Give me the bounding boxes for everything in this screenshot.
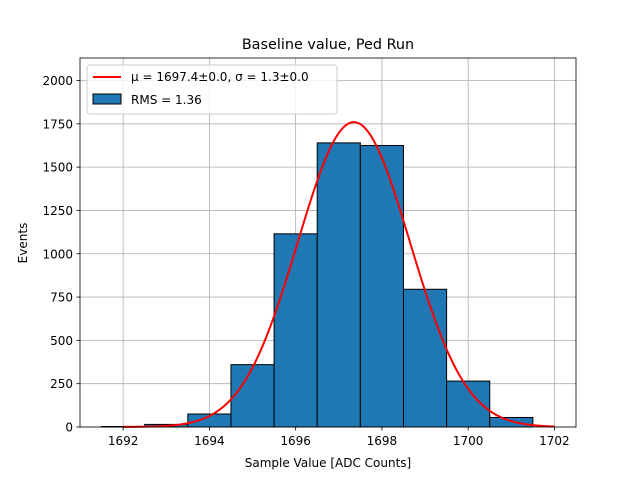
y-axis-label: Events [16,223,30,264]
x-axis-label: Sample Value [ADC Counts] [245,456,411,470]
y-tick-label: 750 [50,291,73,305]
legend-fit-label: μ = 1697.4±0.0, σ = 1.3±0.0 [131,70,309,84]
y-tick-label: 1750 [42,117,73,131]
x-tick-label: 1692 [108,434,139,448]
x-axis-ticks: 1692 1694 1696 1698 1700 1702 [108,427,570,448]
gaussian-fit-line [123,121,555,428]
legend-histogram-swatch [92,93,122,105]
y-tick-label: 1500 [42,161,73,175]
histogram-bar [273,233,318,428]
bars-layer [101,142,534,428]
histogram-bar [402,288,448,428]
y-axis-ticks: 0 250 500 750 1000 1250 1500 1750 2000 [42,74,80,435]
histogram-bar [316,142,361,428]
histogram-bar [359,144,404,428]
y-tick-label: 2000 [42,74,73,88]
y-tick-label: 250 [50,377,73,391]
legend-box [86,64,338,115]
chart-title: Baseline value, Ped Run [242,37,414,53]
y-tick-label: 1250 [42,204,73,218]
x-tick-label: 1700 [453,434,484,448]
histogram-bar [230,364,275,428]
y-tick-label: 1000 [42,247,73,261]
legend-histogram-label: RMS = 1.36 [131,93,202,107]
y-tick-label: 500 [50,334,73,348]
x-tick-label: 1694 [194,434,225,448]
x-tick-label: 1702 [539,434,570,448]
x-tick-label: 1696 [280,434,311,448]
fit-layer [123,121,555,428]
plot-frame [79,57,577,428]
y-tick-label: 0 [65,421,73,435]
histogram-bar [489,416,534,428]
x-tick-label: 1698 [367,434,398,448]
legend: μ = 1697.4±0.0, σ = 1.3±0.0 RMS = 1.36 [86,64,338,115]
